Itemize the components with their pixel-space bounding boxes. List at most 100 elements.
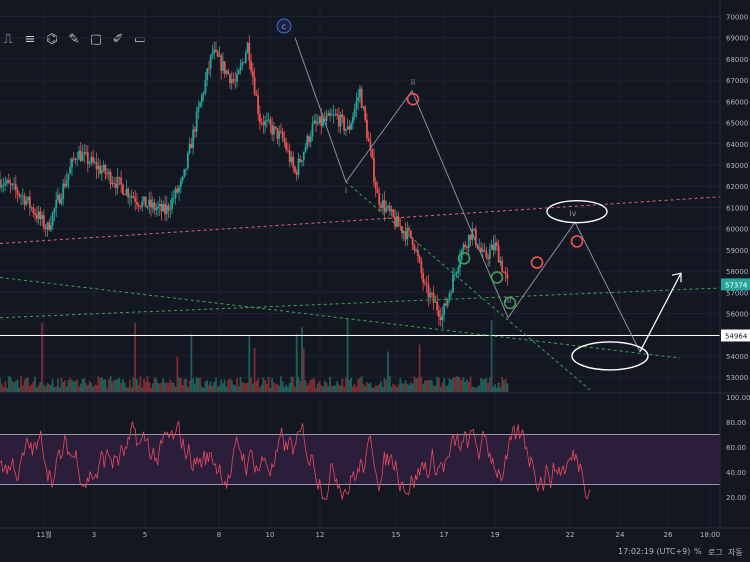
price-tick-label: 63000 — [726, 162, 748, 170]
volume-bar — [113, 379, 116, 392]
candle-body — [243, 62, 245, 64]
volume-bar — [369, 382, 372, 392]
price-tick-label: 60000 — [726, 226, 748, 234]
wave-point-marker — [530, 256, 544, 269]
volume-bar — [16, 379, 19, 392]
candle-body — [420, 261, 423, 274]
auto-toggle[interactable]: 자동 — [728, 548, 743, 557]
fib-icon[interactable]: ≡ — [24, 32, 36, 47]
pencil-icon[interactable]: ✐ — [112, 32, 124, 47]
candle-body — [418, 256, 421, 262]
candle-body — [216, 51, 219, 57]
candle-body — [162, 203, 165, 212]
candle-body — [364, 106, 367, 120]
candle-body — [164, 203, 166, 214]
candle-body — [25, 200, 28, 205]
volume-bar — [136, 379, 138, 392]
volume-bar — [179, 378, 182, 392]
volume-bar — [480, 377, 482, 392]
volume-series — [0, 319, 509, 392]
volume-bar — [143, 379, 145, 392]
volume-bar — [53, 387, 56, 392]
volume-bar — [274, 384, 277, 392]
volume-bar — [301, 327, 303, 392]
volume-bar — [222, 383, 224, 392]
candle-body — [373, 157, 375, 182]
candle-body — [62, 183, 65, 200]
percent-toggle[interactable]: % — [694, 547, 702, 556]
volume-bar — [202, 387, 205, 392]
volume-bar — [83, 378, 86, 392]
volume-bar — [330, 385, 333, 392]
candle-body — [57, 194, 59, 200]
volume-bar — [216, 386, 219, 392]
candle-body — [21, 195, 24, 197]
candle-body — [332, 114, 335, 116]
candle-body — [183, 168, 186, 177]
volume-bar — [420, 376, 423, 392]
volume-bar — [150, 387, 152, 392]
candle-body — [385, 207, 388, 212]
trend-line-icon[interactable]: ⎍ — [3, 32, 13, 47]
volume-bar — [114, 379, 117, 392]
volume-bar — [151, 383, 154, 392]
volume-bar — [271, 378, 274, 392]
volume-bar — [413, 376, 416, 392]
candle-body — [60, 199, 63, 204]
volume-bar — [251, 383, 254, 392]
volume-bar — [488, 377, 491, 392]
comment-icon[interactable]: ▭ — [133, 32, 147, 47]
volume-bar — [121, 379, 124, 392]
candle-body — [323, 118, 326, 121]
candle-body — [44, 227, 47, 230]
candle-body — [14, 183, 17, 191]
brush-icon[interactable]: ✎ — [68, 32, 80, 47]
volume-bar — [364, 386, 367, 392]
volume-bar — [418, 344, 421, 392]
volume-bar — [188, 380, 191, 392]
pattern-icon[interactable]: ⌬ — [46, 32, 58, 47]
candle-body — [366, 119, 368, 139]
volume-bar — [295, 334, 298, 392]
candle-body — [495, 242, 498, 246]
candle-body — [415, 249, 418, 251]
candle-body — [192, 129, 195, 149]
volume-bar — [469, 376, 472, 392]
volume-bar — [92, 386, 94, 392]
volume-bar — [186, 387, 189, 392]
volume-bar — [452, 377, 454, 392]
candle-body — [239, 65, 242, 71]
candle-body — [409, 230, 412, 238]
candle-body — [206, 68, 209, 80]
rectangle-icon[interactable]: ▢ — [89, 32, 103, 47]
candle-body — [351, 116, 354, 124]
candle-body — [30, 207, 33, 209]
volume-bar — [272, 382, 275, 392]
wave-c-badge — [276, 18, 292, 34]
volume-bar — [385, 379, 388, 392]
rsi-tick-label: 40.00 — [726, 469, 746, 477]
candle-body — [230, 79, 233, 84]
volume-bar — [262, 377, 265, 392]
volume-bar — [439, 386, 442, 392]
candle-body — [490, 244, 493, 250]
resistance-trendline — [0, 196, 721, 244]
volume-bar — [178, 377, 180, 392]
volume-bar — [25, 377, 28, 392]
volume-bar — [392, 383, 395, 392]
volume-bar — [260, 384, 263, 392]
volume-bar — [137, 384, 140, 392]
candle-body — [497, 245, 500, 263]
candle-body — [113, 183, 116, 185]
log-toggle[interactable]: 로그 — [708, 548, 723, 557]
volume-bar — [27, 377, 29, 392]
volume-bar — [343, 386, 346, 392]
candle-body — [46, 222, 49, 230]
volume-bar — [71, 379, 73, 392]
volume-bar — [109, 376, 112, 392]
candle-body — [348, 126, 351, 130]
candle-body — [35, 214, 38, 219]
candle-body — [448, 293, 451, 299]
volume-bar — [443, 378, 446, 392]
